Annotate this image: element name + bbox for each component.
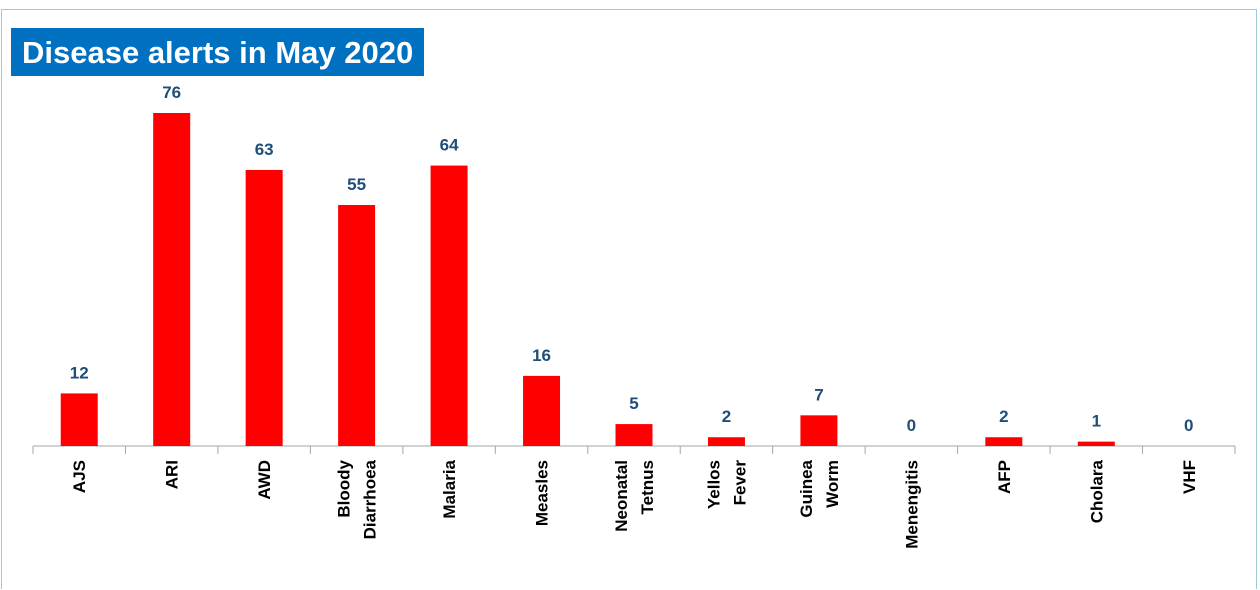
x-tick-label: AWD xyxy=(255,460,274,500)
chart-frame xyxy=(1,9,1257,589)
x-tick-label: Cholara xyxy=(1087,459,1106,523)
x-tick-label: AFP xyxy=(995,460,1014,494)
bar xyxy=(800,415,838,446)
x-tick-label: Measles xyxy=(533,460,552,526)
x-tick-label-line: AJS xyxy=(70,460,89,493)
x-tick-label: Neonatal Tetnus xyxy=(612,460,657,532)
x-tick-label-line: Neonatal xyxy=(612,460,631,532)
x-tick-label-line: Tetnus xyxy=(638,460,657,514)
x-tick-label: Guinea Worm xyxy=(797,459,842,517)
x-tick-label: AJS xyxy=(70,460,89,493)
data-label: 55 xyxy=(347,175,366,194)
x-tick-label-line: ARI xyxy=(163,460,182,489)
bar xyxy=(985,437,1023,446)
x-tick-label-line: Yellos xyxy=(704,460,723,509)
data-label: 64 xyxy=(440,136,459,155)
data-label: 63 xyxy=(255,140,274,159)
x-tick-label-line: AWD xyxy=(255,460,274,500)
bar xyxy=(338,205,376,446)
bar xyxy=(707,437,745,446)
x-tick-label-line: Diarrhoea xyxy=(361,459,380,539)
x-tick-label-line: Bloody xyxy=(335,459,354,517)
data-label: 5 xyxy=(629,394,638,413)
x-tick-label-line: Worm xyxy=(823,460,842,508)
x-tick-label-line: Measles xyxy=(533,460,552,526)
bar xyxy=(615,424,653,446)
data-label: 2 xyxy=(722,407,731,426)
x-tick-label: Bloody Diarrhoea xyxy=(335,459,380,539)
x-tick-label: VHF xyxy=(1180,460,1199,494)
data-label: 0 xyxy=(907,416,916,435)
x-tick-label: Menengitis xyxy=(902,460,921,549)
bar xyxy=(60,393,98,446)
chart-title: Disease alerts in May 2020 xyxy=(11,28,425,76)
data-label: 0 xyxy=(1184,416,1193,435)
data-label: 1 xyxy=(1092,412,1101,431)
bar xyxy=(523,375,561,446)
x-tick-label-line: AFP xyxy=(995,460,1014,494)
bar xyxy=(153,113,191,446)
x-tick-label-line: VHF xyxy=(1180,460,1199,494)
x-tick-label: Yellos Fever xyxy=(704,460,749,510)
x-tick-label: Malaria xyxy=(440,459,459,518)
data-label: 12 xyxy=(70,363,89,382)
x-tick-label-line: Malaria xyxy=(440,459,459,518)
bar xyxy=(245,169,283,447)
data-label: 7 xyxy=(814,385,823,404)
x-tick-label-line: Menengitis xyxy=(902,460,921,549)
x-tick-label: ARI xyxy=(163,460,182,489)
x-tick-label-line: Cholara xyxy=(1087,459,1106,523)
bar xyxy=(1077,441,1115,446)
bar xyxy=(430,165,468,446)
x-tick-label-line: Guinea xyxy=(797,459,816,517)
x-tick-label-line: Fever xyxy=(730,460,749,506)
data-label: 16 xyxy=(532,346,551,365)
data-label: 2 xyxy=(999,407,1008,426)
data-label: 76 xyxy=(162,83,181,102)
